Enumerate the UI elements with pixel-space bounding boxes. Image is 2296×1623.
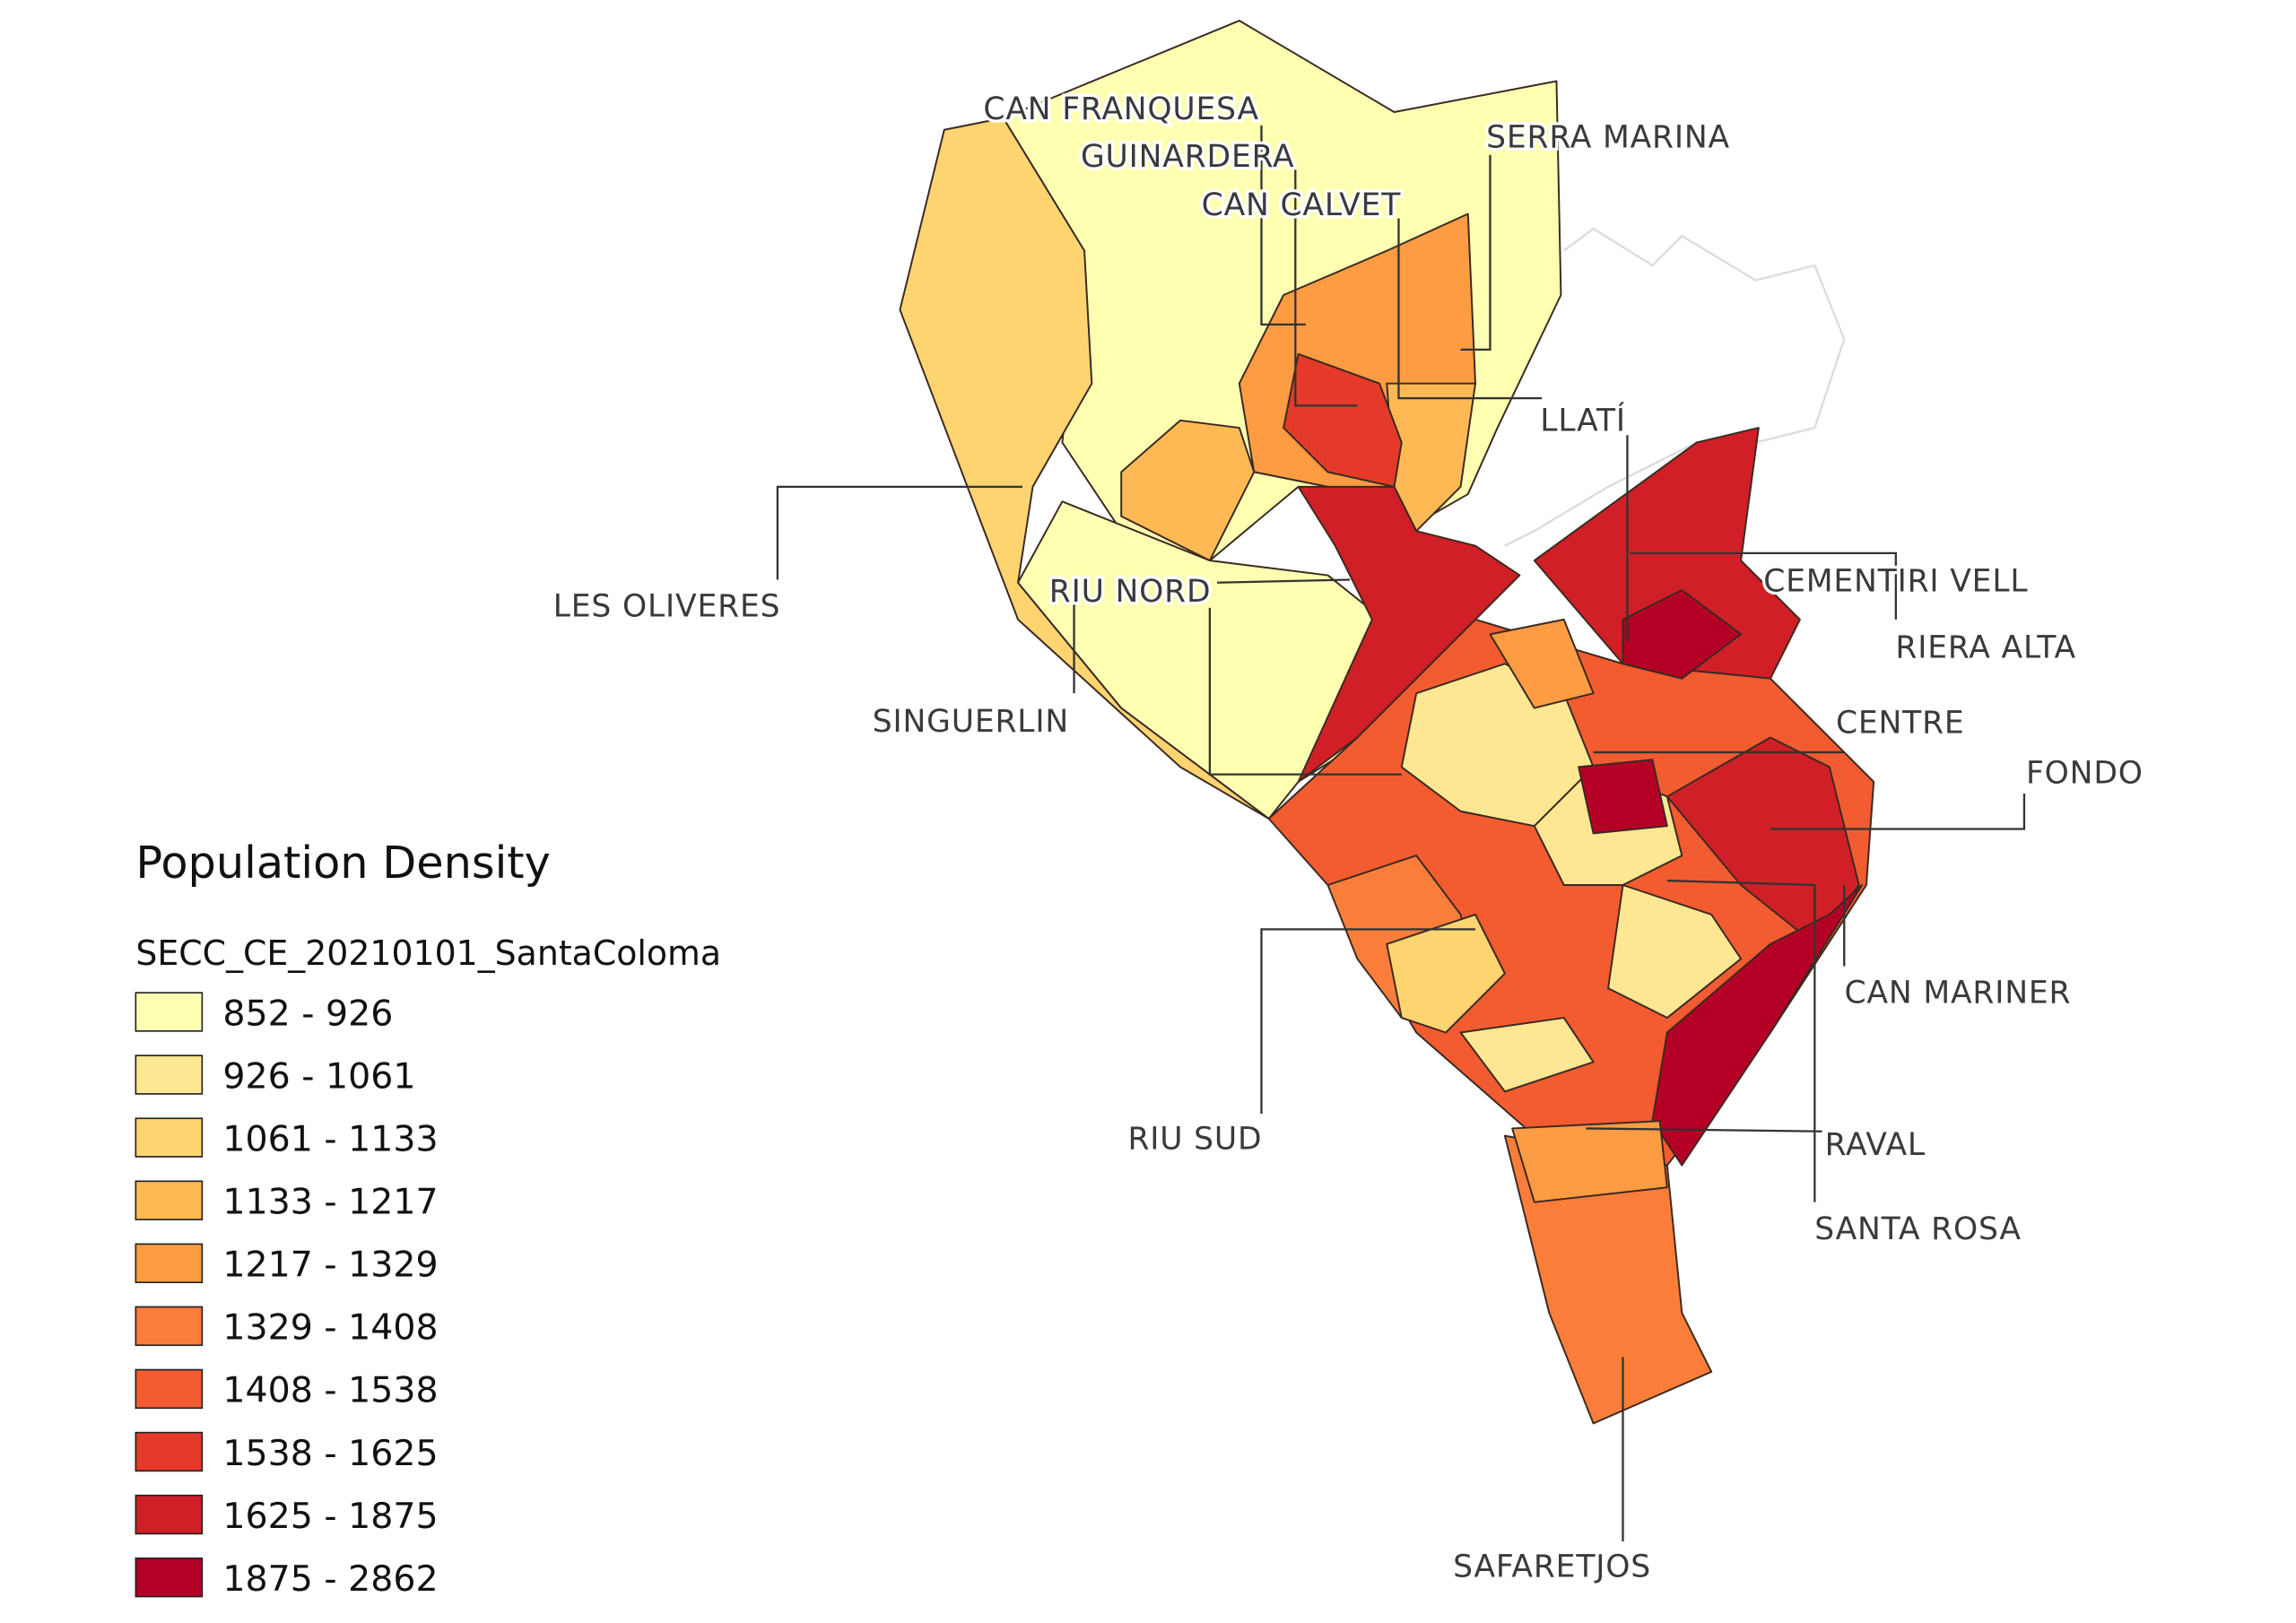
- districts: [899, 20, 1875, 1425]
- leader-line: [1770, 794, 2026, 830]
- district: [1578, 759, 1668, 835]
- district: [1511, 1120, 1668, 1203]
- legend-swatch: [135, 992, 204, 1032]
- legend-label: 1875 - 2862: [222, 1558, 438, 1600]
- place-label: SERRA MARINA: [1486, 120, 1730, 156]
- leader-line: [1217, 578, 1351, 584]
- place-label: RAVAL: [1825, 1127, 1926, 1163]
- place-labels: CAN FRANQUESA GUINARDERA CAN CALVET SERRA M…: [550, 89, 2145, 1588]
- district: [1489, 618, 1595, 709]
- legend-swatch: [135, 1557, 204, 1598]
- legend-title: Population Density: [135, 837, 551, 889]
- district: [1622, 589, 1743, 680]
- legend-subtitle: SECC_CE_20210101_SantaColoma: [135, 933, 721, 973]
- legend-label: 926 - 1061: [222, 1055, 415, 1097]
- legend-label: 1217 - 1329: [222, 1245, 438, 1286]
- legend-swatch: [135, 1055, 204, 1095]
- leader-line: [1630, 551, 1897, 620]
- district: [1503, 1134, 1713, 1425]
- legend-swatch: [135, 1180, 204, 1220]
- district: [1665, 736, 1860, 945]
- place-label: CAN CALVET: [1202, 187, 1402, 223]
- map-body: CAN FRANQUESA GUINARDERA CAN CALVET SERRA M…: [135, 20, 2145, 1600]
- legend-label: 1061 - 1133: [222, 1118, 438, 1159]
- place-label: SAFARETJOS: [1453, 1549, 1651, 1585]
- district: [1607, 884, 1743, 1020]
- leader-line: [1260, 928, 1475, 1114]
- place-label: CAN MARINER: [1845, 976, 2072, 1011]
- legend-swatch: [135, 1494, 204, 1535]
- leader-line: [1666, 879, 1816, 1202]
- legend-label: 1408 - 1538: [222, 1370, 438, 1411]
- place-label: FONDO: [2026, 755, 2144, 791]
- place-label: CENTRE: [1836, 706, 1965, 742]
- place-label: RIERA ALTA: [1895, 630, 2076, 666]
- legend-label: 1133 - 1217: [222, 1182, 438, 1223]
- district: [1459, 1017, 1595, 1093]
- place-label: SINGUERLIN: [873, 704, 1069, 740]
- outline: [1504, 227, 1846, 547]
- place-label: CEMENTIRI VELL: [1763, 564, 2028, 600]
- leader-line: [1294, 169, 1358, 407]
- leader-line: [1208, 607, 1402, 776]
- leader-line: [1397, 218, 1543, 400]
- legend-label: 852 - 926: [222, 993, 393, 1034]
- legend-swatch: [135, 1117, 204, 1158]
- legend-swatch: [135, 1243, 204, 1283]
- neighbour-outline: [1504, 227, 1846, 547]
- leader-line: [1586, 1127, 1822, 1133]
- leader-line: [776, 485, 1022, 580]
- leader-lines: [776, 125, 2026, 1542]
- place-label: GUINARDERA: [1081, 139, 1295, 175]
- legend-swatch: [135, 1368, 204, 1410]
- legend-label: 1329 - 1408: [222, 1307, 438, 1349]
- legend-swatch: [135, 1431, 204, 1472]
- legend-swatch: [135, 1306, 204, 1347]
- legend: Population Density SECC_CE_20210101_Sant…: [135, 837, 721, 1600]
- place-label: RIU SUD: [1127, 1121, 1262, 1157]
- leader-line: [1460, 154, 1492, 352]
- place-label: SANTA ROSA: [1814, 1211, 2022, 1247]
- place-label: RIU NORD: [1049, 574, 1212, 610]
- leader-line: [1260, 125, 1306, 326]
- place-label: LES OLIVERES: [553, 589, 781, 625]
- place-label: CAN FRANQUESA: [983, 91, 1259, 127]
- legend-label: 1625 - 1875: [222, 1496, 438, 1537]
- place-label: LLATÍ: [1540, 402, 1626, 438]
- district: [1386, 913, 1506, 1034]
- legend-label: 1538 - 1625: [222, 1433, 438, 1474]
